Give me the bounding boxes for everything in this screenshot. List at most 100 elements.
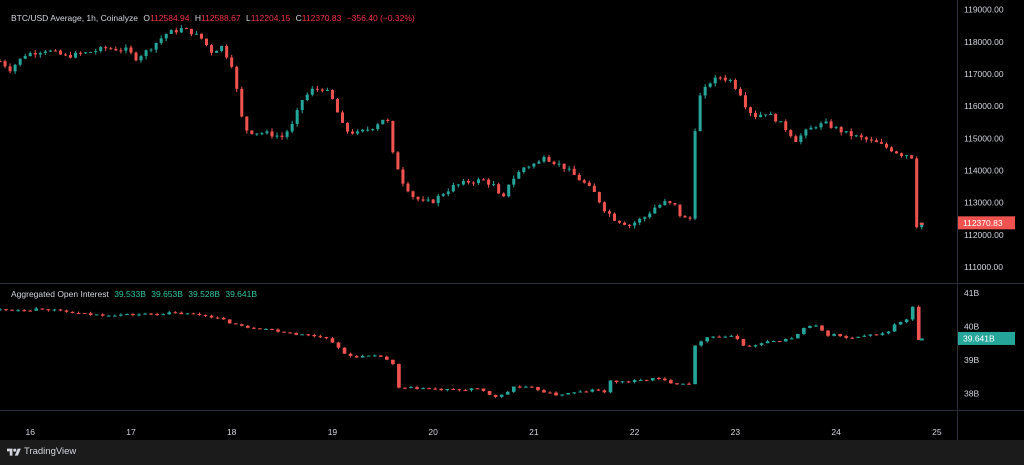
candle (79, 52, 83, 54)
candle (910, 306, 915, 320)
candle (421, 199, 425, 201)
candle (445, 388, 450, 391)
candle (560, 394, 564, 396)
candle (280, 135, 284, 137)
candle (650, 378, 655, 381)
candle (632, 380, 637, 382)
candle (250, 130, 254, 134)
candle (618, 220, 622, 223)
candle (227, 319, 232, 324)
candle (784, 121, 788, 131)
candle (318, 336, 323, 338)
candle (754, 113, 758, 118)
y-tick-label: 41B (964, 288, 979, 298)
candle (669, 380, 673, 384)
candle (282, 331, 286, 333)
candle (729, 335, 734, 337)
candle (898, 321, 903, 325)
candle (421, 388, 425, 390)
candle (915, 158, 919, 228)
candle (139, 56, 143, 61)
candle (225, 45, 229, 58)
candle (372, 355, 377, 357)
tradingview-logo-icon[interactable] (7, 447, 21, 458)
candle (348, 353, 353, 356)
symbol-title: BTC/USD Average, 1h, Coinalyze (11, 13, 138, 23)
candle (542, 390, 546, 393)
candle (584, 391, 589, 393)
candle (396, 152, 400, 170)
change-value: −356.40 (−0.32%) (346, 13, 415, 23)
candle (759, 343, 764, 346)
candle (862, 335, 867, 337)
candle (184, 28, 188, 30)
candle (325, 89, 329, 91)
candle (577, 174, 581, 181)
candle (859, 135, 863, 138)
candle (149, 313, 153, 315)
candle (653, 207, 657, 214)
candle (63, 54, 67, 56)
candle (290, 123, 294, 132)
candle (137, 314, 141, 316)
candle (386, 119, 390, 121)
candle (336, 342, 341, 348)
candle (129, 47, 133, 53)
candle (482, 179, 486, 181)
candle (678, 204, 682, 217)
candle (794, 136, 798, 142)
candle (94, 314, 99, 316)
candle (698, 95, 702, 132)
candle (397, 364, 401, 388)
candle (542, 156, 546, 162)
candle (109, 48, 113, 50)
y-tick-label: 112000.00 (964, 230, 1004, 240)
candle (844, 131, 848, 133)
candle (777, 341, 782, 343)
candle (753, 345, 758, 347)
candle (693, 131, 697, 219)
candle (76, 312, 81, 314)
low-key: L (245, 13, 251, 23)
candle (900, 153, 904, 157)
candle (723, 336, 728, 338)
candle (114, 48, 118, 51)
price-badge (958, 216, 1015, 230)
candle (245, 325, 250, 328)
candle (910, 155, 914, 159)
y-tick-label: 116000.00 (964, 101, 1004, 111)
candle (275, 135, 279, 137)
y-tick-label: 114000.00 (964, 165, 1004, 175)
candle (648, 213, 652, 218)
candle (820, 325, 824, 331)
candle (771, 341, 776, 343)
candle (461, 180, 465, 185)
chart-canvas[interactable]: 111000.00 112000.00 113000.00 114000.00 1150… (0, 0, 1024, 440)
candle (215, 50, 219, 53)
candle (361, 129, 365, 132)
x-tick-label: 23 (731, 427, 741, 437)
candle (738, 88, 742, 96)
candle (74, 52, 78, 58)
candle (547, 156, 551, 162)
candle (23, 56, 27, 59)
chart-frame: 111000.00 112000.00 113000.00 114000.00 1150… (0, 0, 1024, 440)
candle (765, 341, 770, 344)
candle (693, 345, 697, 385)
candle (371, 129, 375, 131)
candle (100, 314, 105, 316)
candle (28, 53, 32, 57)
candle (426, 199, 430, 201)
candle (838, 334, 842, 337)
candle (799, 135, 803, 142)
candle (13, 64, 17, 72)
candle (167, 312, 172, 315)
candle (759, 114, 763, 118)
candle (699, 341, 703, 346)
candle (433, 388, 437, 390)
candle (819, 123, 823, 128)
candle (235, 66, 239, 89)
brand-name[interactable]: TradingView (24, 446, 77, 457)
candle (505, 391, 510, 395)
candle (255, 133, 259, 135)
